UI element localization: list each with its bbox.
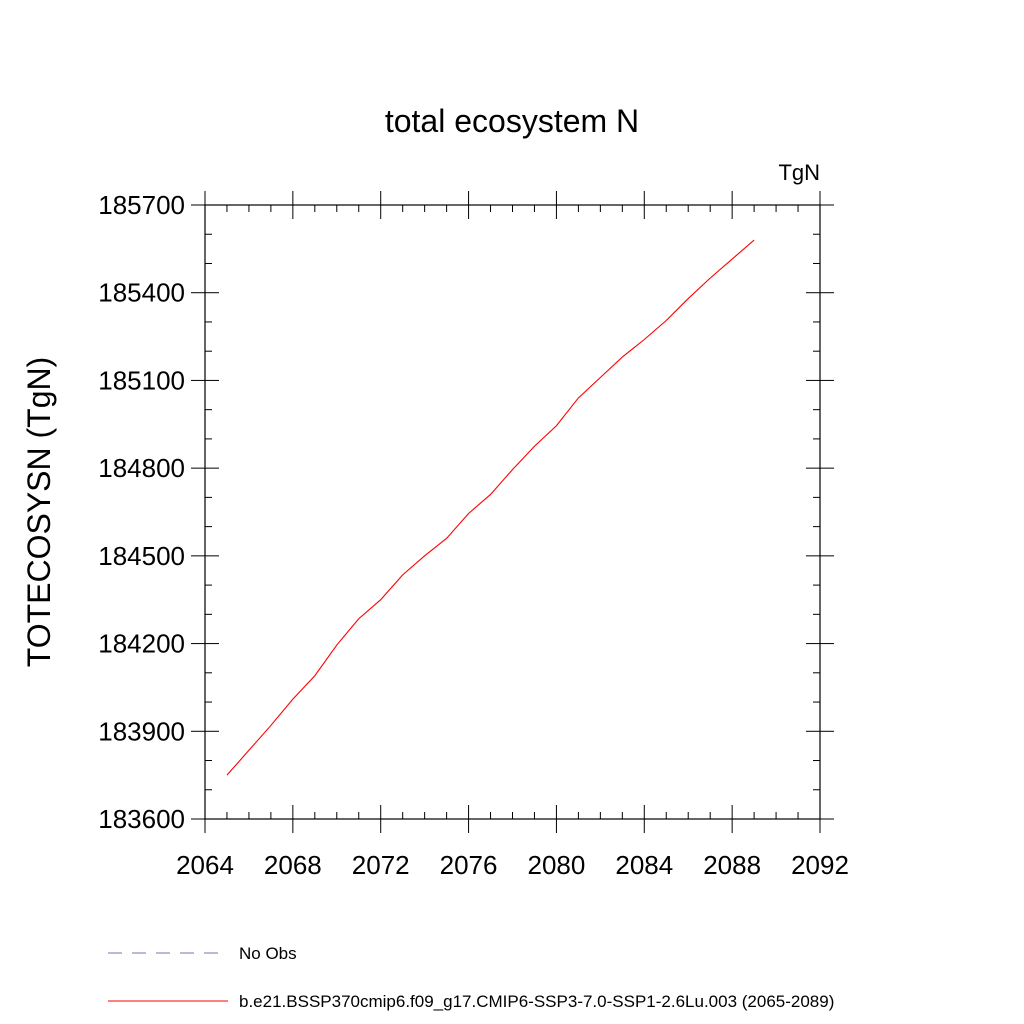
x-tick-label: 2084 [615, 850, 673, 880]
x-tick-label: 2068 [264, 850, 322, 880]
y-tick-label: 185400 [98, 278, 185, 308]
y-tick-labels: 183600 183900 184200 184500 184800 185100 1854… [98, 190, 185, 834]
x-tick-label: 2076 [440, 850, 498, 880]
series-layer [226, 239, 755, 776]
y-tick-label: 184500 [98, 541, 185, 571]
y-tick-label: 183600 [98, 804, 185, 834]
major-ticks [191, 191, 834, 833]
x-tick-labels: 2064 2068 2072 2076 2080 2084 2088 2092 [176, 850, 849, 880]
y-axis-label: TOTECOSYSN (TgN) [21, 357, 57, 668]
units-label: TgN [778, 160, 820, 185]
x-tick-label: 2092 [791, 850, 849, 880]
y-tick-label: 184200 [98, 629, 185, 659]
legend: No Obs b.e21.BSSP370cmip6.f09_g17.CMIP6-… [108, 944, 834, 1011]
minor-ticks [205, 205, 820, 819]
legend-label-model-run: b.e21.BSSP370cmip6.f09_g17.CMIP6-SSP3-7.… [239, 992, 834, 1011]
y-tick-label: 185100 [98, 365, 185, 395]
x-tick-label: 2072 [352, 850, 410, 880]
x-tick-label: 2088 [703, 850, 761, 880]
y-tick-label: 184800 [98, 453, 185, 483]
plot-frame [204, 204, 821, 820]
x-tick-label: 2064 [176, 850, 234, 880]
plot-area-border [204, 204, 821, 820]
y-tick-label: 183900 [98, 716, 185, 746]
legend-label-no-obs: No Obs [239, 944, 297, 963]
series-line-1 [226, 239, 755, 776]
x-tick-label: 2080 [528, 850, 586, 880]
y-tick-label: 185700 [98, 190, 185, 220]
chart-title: total ecosystem N [385, 103, 639, 139]
